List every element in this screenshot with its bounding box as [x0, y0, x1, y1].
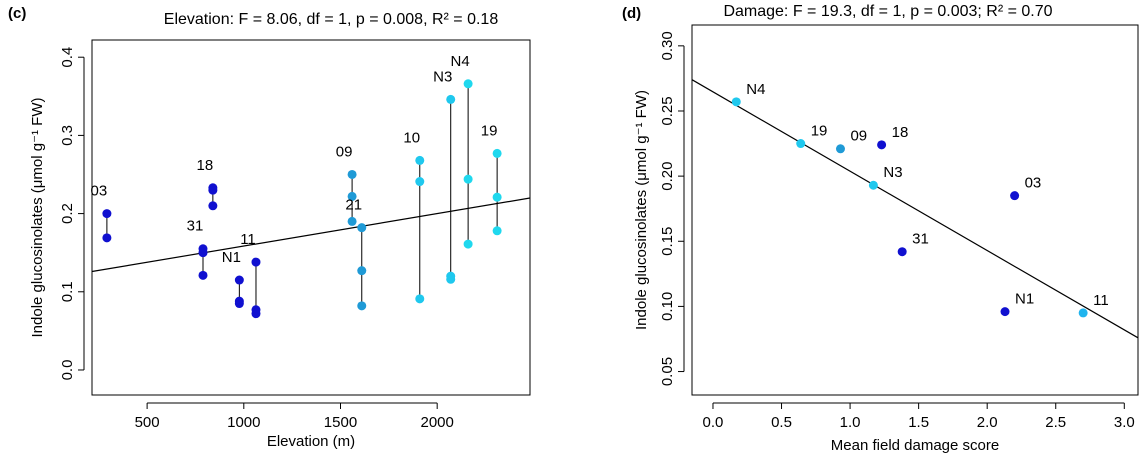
point-label: 18 [197, 157, 214, 174]
data-point [251, 257, 261, 267]
data-point [1010, 191, 1020, 201]
panel-label: (c) [8, 5, 26, 22]
y-axis-label: Indole glucosinolates (μmol g⁻¹ FW) [633, 90, 650, 330]
y-tick-label: 0.30 [659, 31, 676, 60]
point-label: N3 [433, 68, 452, 85]
y-tick-label: 0.25 [659, 96, 676, 125]
y-tick-label: 0.3 [59, 125, 76, 146]
x-axis-label: Mean field damage score [831, 437, 999, 454]
point-label: 19 [811, 123, 828, 140]
data-point [251, 309, 261, 319]
x-tick-label: 1500 [324, 414, 357, 431]
chart-title: Damage: F = 19.3, df = 1, p = 0.003; R² … [723, 3, 1052, 20]
y-tick-label: 0.4 [59, 47, 76, 68]
point-label: 09 [336, 143, 353, 160]
data-point [731, 97, 741, 107]
data-point [347, 169, 357, 179]
y-tick-label: 0.20 [659, 162, 676, 191]
point-label: 03 [1025, 175, 1042, 192]
panel-label: (d) [622, 5, 641, 22]
fit-line [91, 197, 531, 273]
plot-frame [691, 24, 1139, 396]
x-axis-label: Elevation (m) [267, 433, 355, 450]
y-tick-label: 0.0 [59, 360, 76, 381]
data-point [446, 94, 456, 104]
x-tick-label: 0.0 [703, 414, 724, 431]
data-point [415, 294, 425, 304]
fit-line [691, 79, 1139, 339]
data-point [234, 299, 244, 309]
data-point [492, 192, 502, 202]
point-label: 11 [1093, 292, 1109, 309]
data-point [102, 209, 112, 219]
data-point [492, 226, 502, 236]
data-point [463, 79, 473, 89]
x-tick-label: 3.0 [1114, 414, 1135, 431]
y-tick-label: 0.05 [659, 357, 676, 386]
x-tick-label: 1000 [227, 414, 260, 431]
point-label: 18 [892, 124, 909, 141]
point-label: 03 [91, 183, 108, 200]
data-point [897, 247, 907, 257]
y-tick-label: 0.2 [59, 203, 76, 224]
point-label: 21 [345, 197, 362, 214]
data-point [357, 301, 367, 311]
x-tick-label: 500 [135, 414, 160, 431]
point-label: 10 [403, 129, 420, 146]
y-tick-label: 0.10 [659, 292, 676, 321]
data-point [877, 140, 887, 150]
y-tick-label: 0.15 [659, 227, 676, 256]
data-point [1000, 307, 1010, 317]
data-point [463, 174, 473, 184]
y-axis-label: Indole glucosinolates (μmol g⁻¹ FW) [29, 98, 46, 338]
data-point [198, 270, 208, 280]
data-point [347, 216, 357, 226]
data-point [492, 148, 502, 158]
chart-title: Elevation: F = 8.06, df = 1, p = 0.008, … [164, 11, 499, 28]
point-label: N4 [746, 81, 765, 98]
data-point [208, 201, 218, 211]
y-tick-label: 0.1 [59, 281, 76, 302]
data-point [208, 185, 218, 195]
point-label: N4 [451, 53, 470, 70]
data-point [868, 180, 878, 190]
data-point [357, 266, 367, 276]
data-point [198, 248, 208, 258]
data-point [463, 239, 473, 249]
point-label: 31 [187, 218, 204, 235]
x-tick-label: 1.5 [908, 414, 929, 431]
x-tick-label: 2.5 [1045, 414, 1066, 431]
data-point [102, 233, 112, 243]
data-point [446, 274, 456, 284]
data-point [1078, 308, 1088, 318]
point-label: N1 [1015, 291, 1034, 308]
x-tick-label: 0.5 [771, 414, 792, 431]
point-label: 19 [481, 122, 498, 139]
data-point [415, 177, 425, 187]
point-label: 31 [912, 231, 929, 248]
plot-frame [91, 39, 531, 396]
point-label: N1 [222, 249, 241, 266]
x-tick-label: 2.0 [977, 414, 998, 431]
point-label: 11 [240, 231, 256, 248]
data-point [347, 191, 357, 201]
data-point [835, 144, 845, 154]
point-label: 09 [850, 128, 867, 145]
point-label: N3 [883, 164, 902, 181]
data-point [415, 155, 425, 165]
data-point [234, 275, 244, 285]
data-point [796, 139, 806, 149]
x-tick-label: 1.0 [840, 414, 861, 431]
data-point [357, 223, 367, 233]
x-tick-label: 2000 [420, 414, 453, 431]
